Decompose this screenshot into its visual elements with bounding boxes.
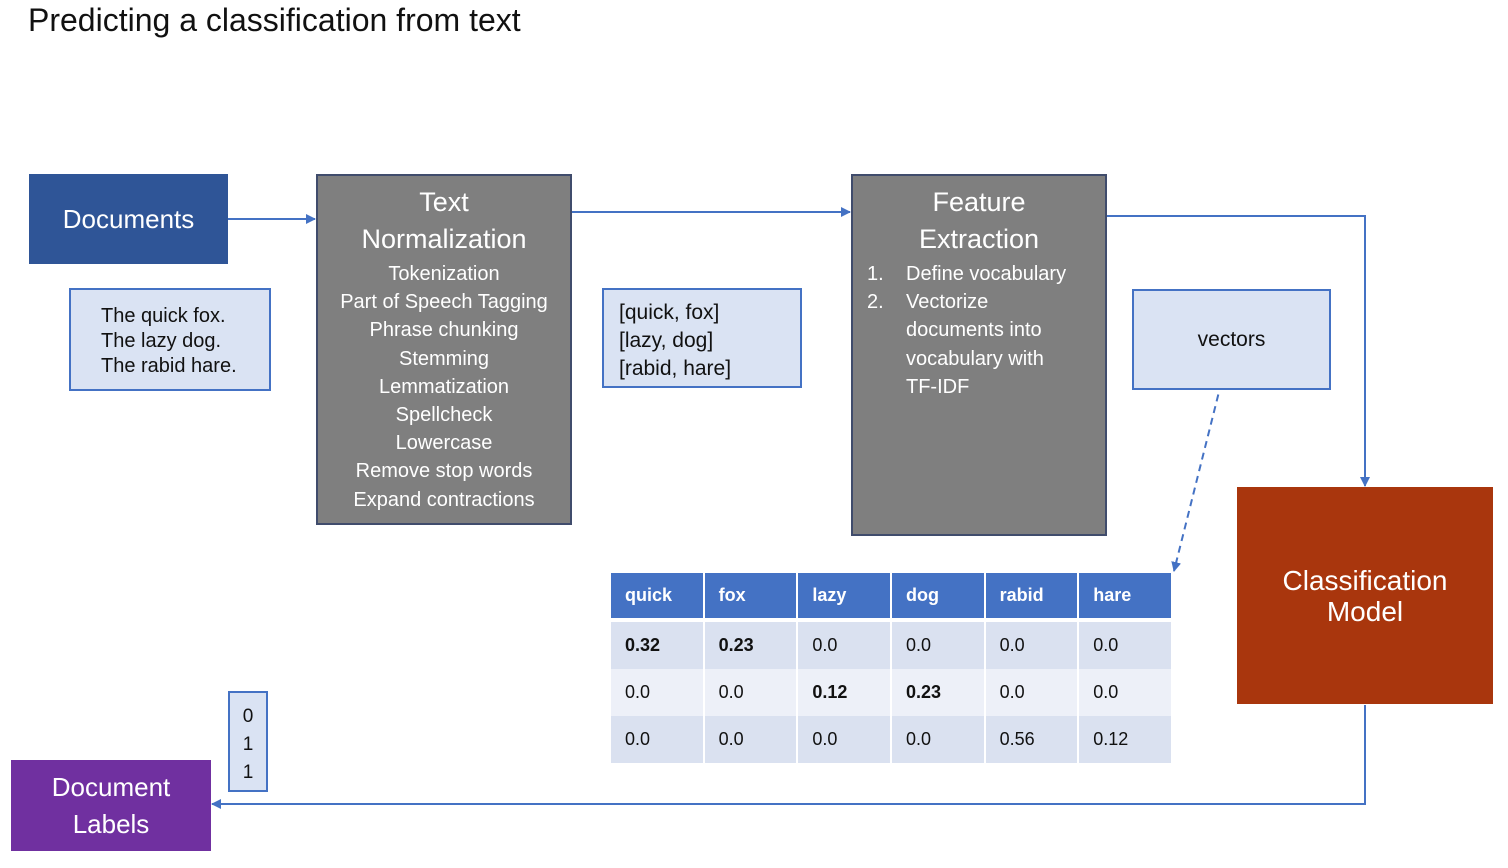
step-line: Define vocabulary bbox=[906, 263, 1067, 285]
step-number: 1. bbox=[867, 263, 884, 285]
table-cell: 0.0 bbox=[891, 716, 984, 763]
vectors-note: vectors bbox=[1132, 289, 1331, 390]
normalization-step: Tokenization bbox=[388, 263, 500, 285]
table-cell: 0.0 bbox=[704, 716, 797, 763]
table-row: 0.0 0.0 0.12 0.23 0.0 0.0 bbox=[611, 669, 1171, 716]
table-cell: 0.0 bbox=[985, 669, 1078, 716]
table-cell: 0.0 bbox=[891, 622, 984, 669]
label-value: 0 bbox=[242, 706, 254, 727]
step-number: 2. bbox=[867, 291, 884, 314]
labels-label-line: Labels bbox=[72, 808, 150, 839]
table-cell: 0.0 bbox=[798, 622, 890, 669]
table-header-row: quick fox lazy dog rabid hare bbox=[611, 573, 1171, 622]
table-cell: 0.32 bbox=[611, 622, 703, 669]
step-line: vocabulary with bbox=[906, 347, 1044, 370]
normalization-step: Phrase chunking bbox=[369, 319, 519, 342]
table-row: 0.0 0.0 0.0 0.0 0.56 0.12 bbox=[611, 716, 1171, 763]
table-cell: 0.0 bbox=[798, 716, 890, 763]
feature-step: 1. Define vocabulary bbox=[867, 260, 1105, 288]
classification-model-box: Classification Model bbox=[1237, 487, 1493, 704]
table-cell: 0.0 bbox=[1079, 669, 1171, 716]
heading-line: Text bbox=[419, 187, 469, 217]
sample-documents-note: The quick fox. The lazy dog. The rabid h… bbox=[69, 288, 271, 391]
heading-line: Feature bbox=[932, 187, 1026, 217]
tfidf-table: quick fox lazy dog rabid hare 0.32 0.23 … bbox=[609, 573, 1173, 763]
table-cell: 0.0 bbox=[985, 622, 1078, 669]
step-line: documents into bbox=[906, 319, 1042, 342]
normalization-step: Lowercase bbox=[395, 432, 493, 455]
column-header: hare bbox=[1079, 573, 1171, 622]
column-header: dog bbox=[891, 573, 984, 622]
heading-line: Normalization bbox=[361, 224, 527, 254]
token-list: [lazy, dog] bbox=[619, 329, 714, 352]
table-cell: 0.0 bbox=[1079, 622, 1171, 669]
table-cell: 0.23 bbox=[704, 622, 797, 669]
arrow-model-to-labels bbox=[211, 705, 1366, 809]
step-text: Vectorize documents into vocabulary with… bbox=[906, 288, 1044, 401]
tokens-note: [quick, fox] [lazy, dog] [rabid, hare] bbox=[602, 288, 802, 388]
feature-extraction-box: Feature Extraction 1. Define vocabulary … bbox=[851, 174, 1107, 536]
normalization-steps: Tokenization Part of Speech Tagging Phra… bbox=[318, 260, 570, 514]
label-value: 1 bbox=[242, 734, 254, 755]
column-header: rabid bbox=[985, 573, 1078, 622]
table-row: 0.32 0.23 0.0 0.0 0.0 0.0 bbox=[611, 622, 1171, 669]
page-title: Predicting a classification from text bbox=[28, 2, 521, 38]
step-line: TF-IDF bbox=[906, 375, 970, 398]
text-normalization-heading: Text Normalization bbox=[318, 184, 570, 258]
normalization-step: Spellcheck bbox=[395, 404, 493, 427]
normalization-step: Part of Speech Tagging bbox=[340, 291, 548, 314]
document-labels-box: Document Labels bbox=[11, 760, 211, 851]
token-list: [rabid, hare] bbox=[619, 357, 732, 380]
table-cell: 0.12 bbox=[1079, 716, 1171, 763]
feature-extraction-heading: Feature Extraction bbox=[853, 184, 1105, 258]
arrow-feature-to-model bbox=[1107, 215, 1370, 487]
label-values-note: 0 1 1 bbox=[228, 691, 268, 792]
table-cell: 0.0 bbox=[611, 669, 703, 716]
column-header: quick bbox=[611, 573, 703, 622]
normalization-step: Expand contractions bbox=[353, 488, 535, 511]
table-cell: 0.0 bbox=[611, 716, 703, 763]
token-list: [quick, fox] bbox=[619, 301, 720, 324]
model-label-line: Model bbox=[1326, 595, 1404, 627]
feature-steps: 1. Define vocabulary 2. Vectorize docume… bbox=[853, 260, 1105, 401]
documents-box: Documents bbox=[29, 174, 228, 264]
sample-document: The quick fox. bbox=[101, 305, 226, 327]
sample-document: The rabid hare. bbox=[101, 355, 237, 377]
labels-label-line: Document bbox=[51, 771, 171, 802]
table-cell: 0.0 bbox=[704, 669, 797, 716]
normalization-step: Remove stop words bbox=[355, 460, 533, 483]
heading-line: Extraction bbox=[918, 224, 1040, 254]
table-cell: 0.23 bbox=[891, 669, 984, 716]
model-label-line: Classification bbox=[1282, 564, 1448, 596]
table-cell: 0.56 bbox=[985, 716, 1078, 763]
normalization-step: Stemming bbox=[398, 347, 490, 370]
sample-document: The lazy dog. bbox=[101, 330, 222, 352]
normalization-step: Lemmatization bbox=[378, 375, 510, 398]
step-line: Vectorize bbox=[906, 291, 989, 314]
table-cell: 0.12 bbox=[798, 669, 890, 716]
feature-step: 2. Vectorize documents into vocabulary w… bbox=[867, 288, 1105, 401]
step-text: Define vocabulary bbox=[906, 260, 1066, 288]
column-header: fox bbox=[704, 573, 797, 622]
column-header: lazy bbox=[798, 573, 890, 622]
text-normalization-box: Text Normalization Tokenization Part of … bbox=[316, 174, 572, 525]
label-value: 1 bbox=[242, 762, 254, 783]
